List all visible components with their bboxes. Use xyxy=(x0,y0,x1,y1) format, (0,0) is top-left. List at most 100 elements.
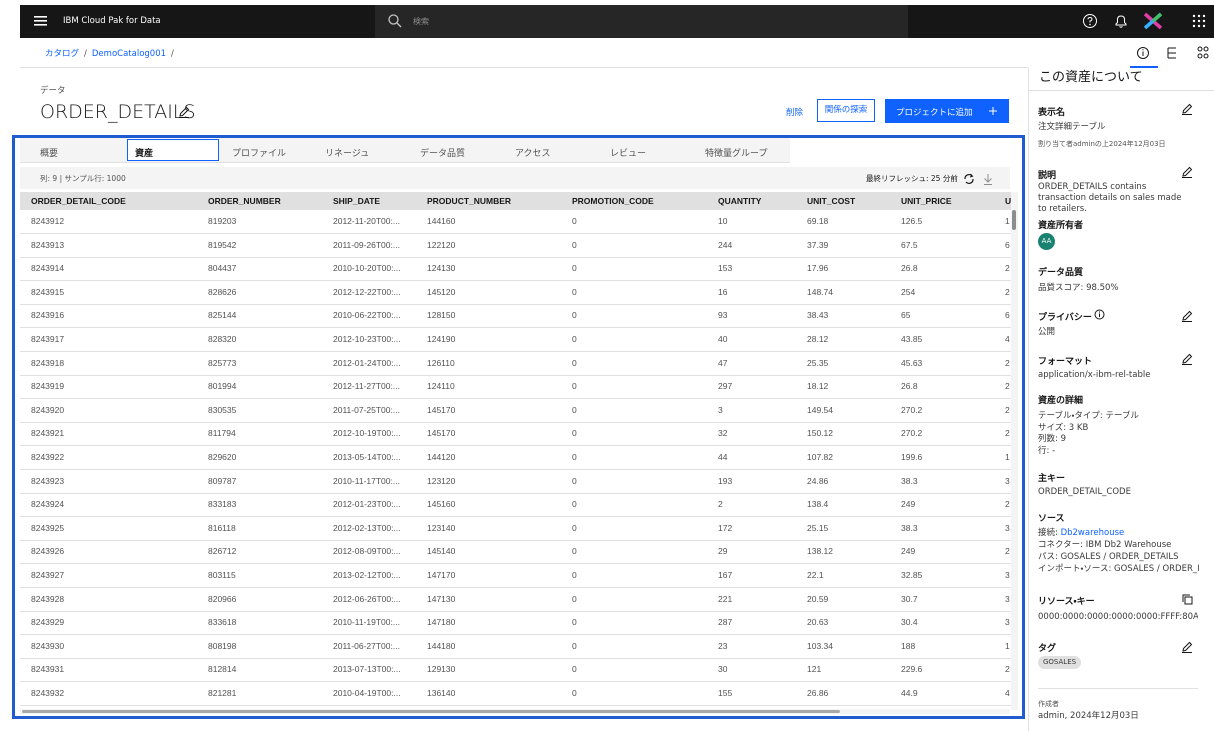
table-cell: 65 xyxy=(901,310,911,321)
app-switcher-icon[interactable] xyxy=(1192,14,1206,28)
search-box[interactable]: 検索 xyxy=(375,5,908,38)
scroll-thumb[interactable] xyxy=(1012,210,1016,230)
tag[interactable]: GOSALES xyxy=(1038,656,1082,669)
table-row[interactable]: 8243926 826712 2012-08-09T00:... 145140 0 29 1… xyxy=(20,540,1016,565)
tab[interactable]: データ品質 xyxy=(420,149,466,159)
edit-icon[interactable] xyxy=(1181,641,1193,653)
owner-avatar[interactable]: AA xyxy=(1038,233,1055,250)
edit-icon[interactable] xyxy=(1181,103,1193,115)
table-cell: 47 xyxy=(718,357,728,368)
tab[interactable]: 特徴量グループ xyxy=(705,149,768,159)
vertical-scrollbar[interactable] xyxy=(1011,192,1018,710)
table-cell: 0 xyxy=(572,310,577,321)
table-row[interactable]: 8243927 803115 2013-02-12T00:... 147170 0 167… xyxy=(20,564,1016,588)
table-row[interactable]: 8243918 825773 2012-01-24T00:... 126110 0 47 2… xyxy=(20,352,1016,376)
table-row[interactable]: 8243914 804437 2010-10-20T00:... 124130 0 153… xyxy=(20,257,1016,282)
tab[interactable]: プロファイル xyxy=(232,149,287,159)
edit-icon[interactable] xyxy=(1181,310,1193,322)
table-row[interactable]: 8243929 833618 2010-11-19T00:... 147180 0 287… xyxy=(20,611,1016,636)
edit-icon[interactable] xyxy=(1181,166,1193,178)
table-cell: 812814 xyxy=(208,664,237,675)
column-header[interactable]: ORDER_DETAIL_CODE xyxy=(31,196,126,206)
tab[interactable]: 資産 xyxy=(135,149,154,159)
divider xyxy=(1038,688,1198,689)
table-row[interactable]: 8243930 808198 2011-06-27T00:... 144180 0 23 1… xyxy=(20,635,1016,659)
edit-icon[interactable] xyxy=(178,106,190,118)
breadcrumb-separator: / xyxy=(84,49,87,59)
explore-button[interactable]: 関係の探索 xyxy=(817,99,875,122)
table-cell: 2010-10-20T00:... xyxy=(333,263,401,274)
panel-toggle-icons[interactable] xyxy=(1130,40,1214,68)
delete-button[interactable]: 削除 xyxy=(786,108,804,118)
table-row[interactable]: 8243919 801994 2012-11-27T00:... 124110 0 297… xyxy=(20,375,1016,400)
notification-icon[interactable] xyxy=(1113,13,1129,29)
table-row[interactable]: 8243925 816118 2012-02-13T00:... 123140 0 172… xyxy=(20,517,1016,541)
scroll-thumb[interactable] xyxy=(22,710,840,713)
menu-icon[interactable] xyxy=(34,15,48,27)
table-row[interactable]: 8243917 828320 2012-10-23T00:... 124190 0 40 2… xyxy=(20,328,1016,352)
table-cell: 287 xyxy=(718,617,733,628)
table-row[interactable]: 8243915 828626 2012-12-22T00:... 145120 0 16 1… xyxy=(20,281,1016,305)
table-cell: 147170 xyxy=(427,570,456,580)
table-cell: 2013-05-14T00:... xyxy=(333,452,401,462)
plus-icon xyxy=(989,107,997,115)
edit-icon[interactable] xyxy=(1181,353,1193,365)
column-header[interactable]: SHIP_DATE xyxy=(333,196,381,206)
table-row[interactable]: 8243928 820966 2012-06-26T00:... 147130 0 221… xyxy=(20,588,1016,612)
table-cell: 128150 xyxy=(427,310,456,321)
table-row[interactable]: 8243924 833183 2012-01-23T00:... 145160 0 2 13… xyxy=(20,493,1016,518)
column-header[interactable]: ORDER_NUMBER xyxy=(208,196,281,206)
table-cell: 2010-11-17T00:... xyxy=(333,475,400,486)
table-cell: 18.12 xyxy=(807,381,829,392)
table-cell: 24.86 xyxy=(807,475,829,486)
breadcrumb-item[interactable]: DemoCatalog001 xyxy=(91,49,167,59)
column-header[interactable]: UN xyxy=(1005,196,1016,206)
breadcrumb-item[interactable]: カタログ xyxy=(45,49,80,59)
table-cell: 0 xyxy=(572,546,577,557)
product-name[interactable]: IBM Cloud Pak for Data xyxy=(63,16,161,26)
table-cell: 229.6 xyxy=(901,664,923,675)
table-cell: 8243912 xyxy=(31,216,65,226)
horizontal-scrollbar[interactable] xyxy=(20,709,1010,714)
tab[interactable]: リネージュ xyxy=(325,149,370,159)
column-header[interactable]: QUANTITY xyxy=(718,196,762,206)
top-bar: IBM Cloud Pak for Data 検索 xyxy=(20,5,1214,38)
field-value: 0000:0000:0000:0000:0000:FFFF:80A... xyxy=(1038,612,1198,622)
table-row[interactable]: 8243920 830535 2011-07-25T00:... 145170 0 3 14… xyxy=(20,399,1016,423)
tab[interactable]: アクセス xyxy=(515,149,551,159)
tab[interactable]: レビュー xyxy=(610,149,647,159)
table-summary: 列: 9 | サンプル行: 1000 xyxy=(40,174,126,183)
table-row[interactable]: 8243916 825144 2010-06-22T00:... 128150 0 93 3… xyxy=(20,304,1016,329)
table-cell: 819203 xyxy=(208,216,237,226)
column-header[interactable]: UNIT_COST xyxy=(807,196,856,206)
table-row[interactable]: 8243931 812814 2013-07-13T00:... 129130 0 30 1… xyxy=(20,658,1016,683)
table-cell: 3 xyxy=(718,404,723,415)
app-logo[interactable] xyxy=(1142,11,1164,31)
table-row[interactable]: 8243932 821281 2010-04-19T00:... 136140 0 155… xyxy=(20,682,1016,706)
column-header[interactable]: PROMOTION_CODE xyxy=(572,196,654,206)
field-label: 表示名 xyxy=(1038,108,1066,118)
divider xyxy=(20,67,1028,68)
table-row[interactable]: 8243921 811794 2012-10-19T00:... 145170 0 32 1… xyxy=(20,422,1016,447)
field-label: 説明 xyxy=(1038,171,1057,181)
table-cell: 2011-06-27T00:... xyxy=(333,640,400,651)
tab[interactable]: 概要 xyxy=(40,149,59,159)
connection-link[interactable]: Db2warehouse xyxy=(1060,528,1125,538)
help-icon[interactable] xyxy=(1082,13,1098,29)
table-cell: 825144 xyxy=(208,310,237,321)
table-row[interactable]: 8243923 809787 2010-11-17T00:... 123120 0 193… xyxy=(20,470,1016,494)
table-row[interactable]: 8243912 819203 2012-11-20T00:... 144160 0 10 6… xyxy=(20,210,1016,234)
add-to-project-button[interactable]: プロジェクトに追加 xyxy=(885,99,1009,123)
column-header[interactable]: PRODUCT_NUMBER xyxy=(427,196,512,206)
column-header[interactable]: UNIT_PRICE xyxy=(901,196,952,206)
info-icon[interactable] xyxy=(1094,309,1105,320)
table-cell: 2012-10-23T00:... xyxy=(333,334,401,344)
table-row[interactable]: 8243913 819542 2011-09-26T00:... 122120 0 244… xyxy=(20,234,1016,258)
table-cell: 38.3 xyxy=(901,522,918,533)
refresh-download-icons[interactable] xyxy=(962,172,998,186)
table-row[interactable]: 8243922 829620 2013-05-14T00:... 144120 0 44 1… xyxy=(20,446,1016,470)
table-cell: 1 xyxy=(1005,216,1010,226)
copy-icon[interactable] xyxy=(1182,594,1193,605)
table-cell: 8243913 xyxy=(31,239,65,250)
